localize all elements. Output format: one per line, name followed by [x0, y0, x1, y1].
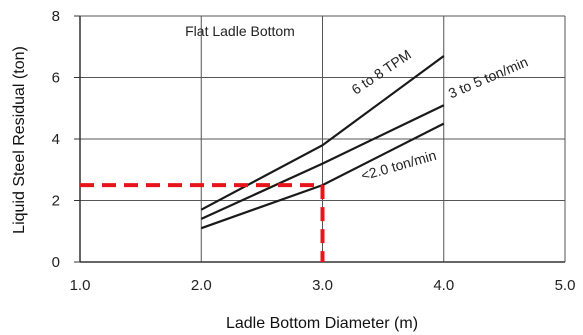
series-label-6-to-8-tpm: 6 to 8 TPM	[348, 46, 414, 97]
series-label-lt-2-ton-min: <2.0 ton/min	[359, 147, 438, 184]
x-tick-label: 1.0	[70, 277, 91, 294]
x-tick-label: 4.0	[433, 277, 454, 294]
y-tick-label: 8	[52, 8, 60, 25]
x-tick-label: 5.0	[555, 277, 576, 294]
y-tick-label: 6	[52, 70, 60, 87]
tick-labels: 0 2 4 6 8 1.0 2.0 3.0 4.0 5.0	[52, 8, 576, 294]
reference-lines	[80, 183, 325, 262]
y-tick-label: 2	[52, 193, 60, 210]
y-axis-title: Liquid Steel Residual (ton)	[11, 46, 28, 234]
x-axis-title: Ladle Bottom Diameter (m)	[226, 315, 418, 332]
x-tick-label: 3.0	[312, 277, 333, 294]
x-tick-label: 2.0	[191, 277, 212, 294]
grid	[74, 15, 566, 263]
series-line-1	[200, 104, 445, 220]
y-tick-label: 0	[52, 254, 60, 271]
annotation-flat-ladle-bottom: Flat Ladle Bottom	[185, 23, 295, 39]
series-line-0	[200, 55, 445, 211]
y-tick-label: 4	[52, 131, 60, 148]
